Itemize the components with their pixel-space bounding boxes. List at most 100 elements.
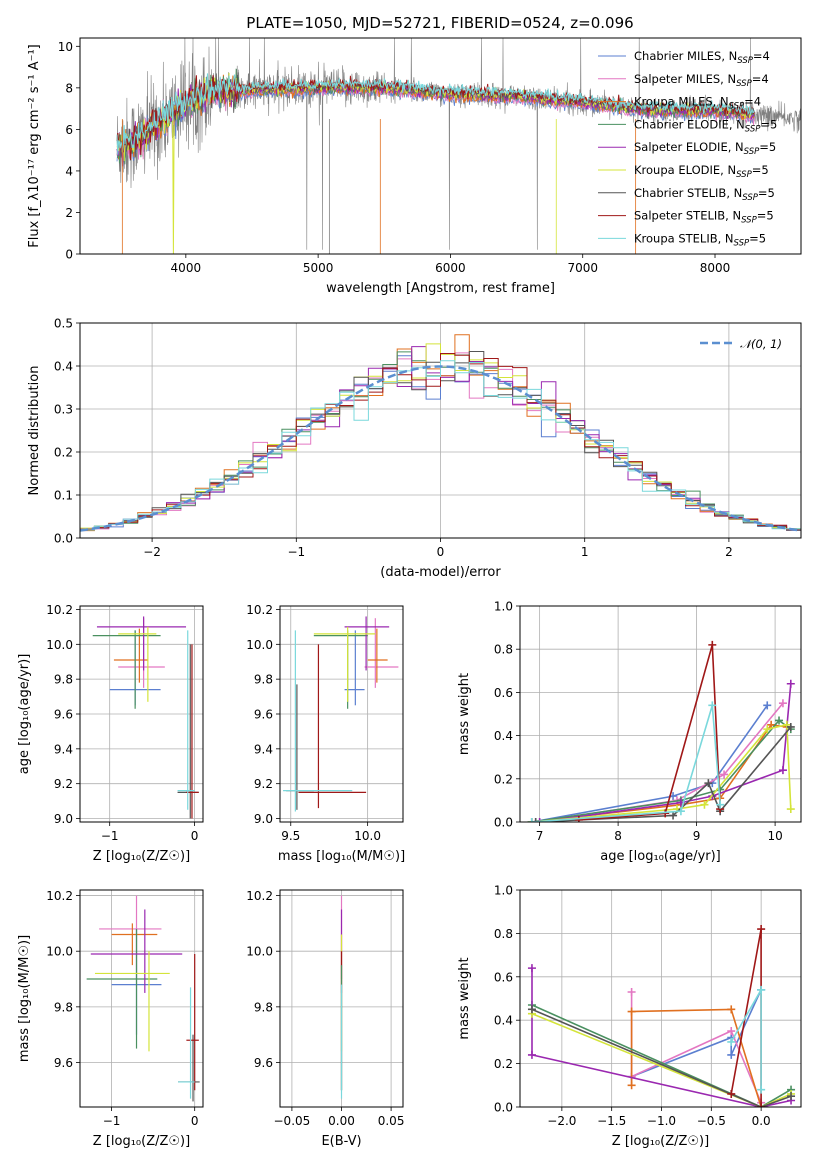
plot-body (527, 640, 795, 822)
weight-marker (787, 1092, 796, 1101)
weight-marker (757, 985, 766, 994)
normal-curve (80, 365, 799, 532)
y-tick-label: 0.3 (54, 403, 73, 417)
weight-marker (527, 964, 536, 973)
panel-age_vs_Z: −1 0 9.0 9.2 9.4 9.6 9.8 10.0 10.2 Z [log₁₀(Z/Z☉)… (17, 603, 204, 864)
weight-marker (527, 1050, 536, 1059)
model-line-7 (116, 75, 755, 161)
y-tick-label: 0.5 (54, 317, 73, 331)
plot-body (80, 334, 801, 532)
y-tick-label: 4 (65, 164, 73, 178)
weight-marker (775, 716, 784, 725)
x-tick-label: 9 (693, 829, 701, 843)
x-tick-label: 0.0 (752, 1114, 771, 1128)
x-tick-label: 0.00 (328, 1114, 355, 1128)
plot-area (80, 890, 203, 1107)
x-tick-label: 0 (437, 545, 445, 559)
plot-area (520, 606, 801, 822)
weight-marker (727, 1037, 736, 1046)
legend-label-1: Salpeter MILES, NSSP=4 (634, 72, 769, 89)
axes-frame (279, 889, 404, 1108)
figure-title: PLATE=1050, MJD=52721, FIBERID=0524, z=0… (246, 14, 633, 32)
weight-marker (627, 1081, 636, 1090)
x-tick-label: 4000 (171, 261, 202, 275)
legend-label-0: Chabrier MILES, NSSP=4 (634, 49, 770, 66)
legend-label-8: Kroupa STELIB, NSSP=5 (634, 231, 766, 248)
y-tick-label: 8 (65, 81, 73, 95)
x-tick-label: −1 (101, 829, 119, 843)
y-axis-label: mass [log₁₀(M/M☉)] (17, 935, 32, 1062)
y-tick-label: 10.2 (246, 889, 273, 903)
plot-area (520, 890, 801, 1107)
y-tick-label: 0.4 (494, 729, 513, 743)
y-tick-label: 9.6 (54, 1056, 73, 1070)
weight-line-0 (531, 704, 768, 822)
y-tick-label: 0.6 (494, 686, 513, 700)
axes-frame (279, 605, 404, 823)
weight-marker (669, 811, 678, 820)
x-tick-label: −2 (143, 545, 161, 559)
y-tick-label: 1.0 (494, 884, 513, 898)
y-tick-label: 0.4 (494, 1014, 513, 1028)
y-axis-label: Flux [f_λ10⁻¹⁷ erg cm⁻² s⁻¹ A⁻¹] (27, 44, 42, 248)
legend-label: 𝒩(0, 1) (740, 337, 782, 351)
y-tick-label: 0.0 (494, 1101, 513, 1115)
weight-marker (708, 701, 717, 710)
y-tick-label: 2 (65, 206, 73, 220)
x-tick-label: 0 (191, 1114, 199, 1128)
axes-frame (79, 605, 204, 823)
weight-marker (716, 800, 725, 809)
y-axis-label: Normed distribution (27, 366, 42, 496)
x-axis-label: mass [log₁₀(M/M☉)] (278, 849, 405, 864)
weight-line-0 (631, 989, 762, 1078)
weight-marker (700, 800, 709, 809)
plot-body (283, 616, 399, 812)
panel-weight_vs_Z: −2.0 −1.5 −1.0 −0.5 0.0 0.0 0.2 0.4 0.6 0.8 1.0 Z [… (457, 884, 802, 1149)
y-axis-label: age [log₁₀(age/yr)] (17, 654, 32, 775)
weight-line-5 (531, 723, 792, 822)
weight-line-3 (531, 1004, 792, 1107)
histogram-8 (80, 360, 801, 531)
panel-age_vs_mass: 9.5 10.0 9.0 9.2 9.4 9.6 9.8 10.0 10.2 mass [log₁… (246, 603, 405, 864)
x-tick-label: −1.0 (647, 1114, 676, 1128)
weight-marker (727, 1050, 736, 1059)
weight-marker (708, 640, 717, 649)
y-tick-label: 10 (58, 40, 73, 54)
x-tick-label: 2 (725, 545, 733, 559)
x-tick-label: 8 (614, 829, 622, 843)
legend-label-7: Salpeter STELIB, NSSP=5 (634, 209, 774, 226)
weight-line-8 (531, 705, 721, 822)
panel-mass_vs_ebv: −0.05 0.00 0.05 9.6 9.8 10.0 10.2 E(B-V) (246, 889, 404, 1149)
weight-marker (786, 805, 795, 814)
y-tick-label: 9.2 (254, 777, 273, 791)
y-tick-label: 0.8 (494, 643, 513, 657)
weight-marker (535, 818, 544, 822)
weight-marker (574, 815, 583, 822)
axes-frame (519, 889, 802, 1108)
x-tick-label: 7 (536, 829, 544, 843)
weight-marker (527, 1005, 536, 1014)
x-tick-label: 7000 (567, 261, 598, 275)
x-tick-label: 8000 (700, 261, 731, 275)
weight-marker (704, 779, 713, 788)
y-tick-label: 9.0 (54, 812, 73, 826)
y-tick-label: 9.8 (254, 673, 273, 687)
panel-weight_vs_age: 7 8 9 10 0.0 0.2 0.4 0.6 0.8 1.0 age [log₁₀(age/yr… (457, 600, 802, 864)
y-tick-label: 9.4 (54, 742, 73, 756)
panel-residuals: −2 −1 0 1 2 0.0 0.1 0.2 0.3 0.4 0.5 (data-model)/er… (27, 317, 802, 580)
axes-frame (519, 605, 802, 823)
legend-label-6: Chabrier STELIB, NSSP=5 (634, 186, 775, 203)
y-tick-label: 9.6 (254, 708, 273, 722)
x-tick-label: 10.0 (354, 829, 381, 843)
x-axis-label: E(B-V) (321, 1134, 361, 1149)
weight-marker (778, 699, 787, 708)
y-tick-label: 9.8 (54, 673, 73, 687)
panel-mass_vs_Z: −1 0 9.6 9.8 10.0 10.2 Z [log₁₀(Z/Z☉)] mass [lo… (17, 889, 204, 1149)
axes-frame (79, 889, 204, 1108)
weight-marker (676, 807, 685, 816)
y-axis-label: mass weight (457, 957, 472, 1039)
weight-marker (720, 770, 729, 779)
plot-body (86, 895, 200, 1102)
x-tick-label: −2.0 (547, 1114, 576, 1128)
